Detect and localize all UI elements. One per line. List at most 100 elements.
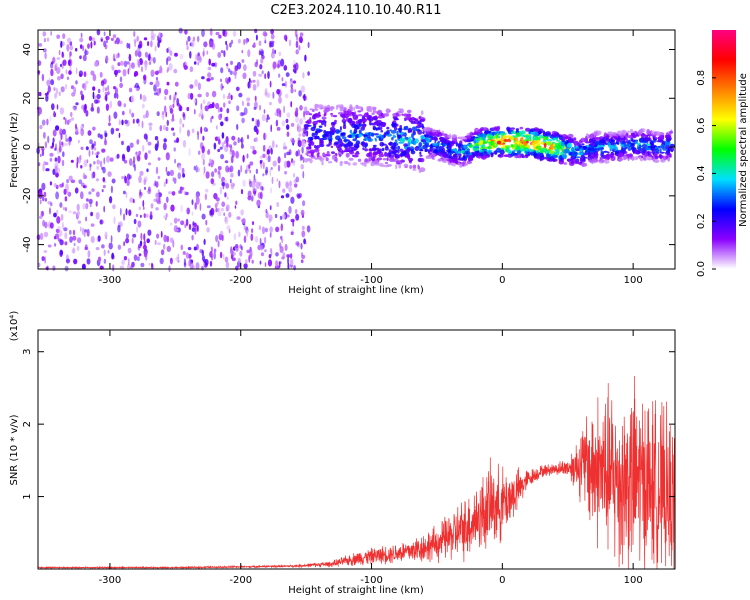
spectrogram-noise-speck xyxy=(209,251,213,258)
spectrogram-ridge-blob xyxy=(620,143,624,148)
spectrogram-ridge-blob xyxy=(397,127,403,131)
spectrogram-ridge-blob xyxy=(314,103,319,109)
spectrogram-noise-speck xyxy=(103,157,106,165)
spectrogram-noise-speck xyxy=(264,262,267,267)
spectrogram-noise-speck xyxy=(51,103,55,111)
spectrogram-noise-speck xyxy=(147,162,152,166)
spectrogram-ridge-blob xyxy=(307,139,310,143)
spectrogram-noise-speck xyxy=(230,60,233,65)
spectrogram-noise-speck xyxy=(183,65,188,70)
spectrogram-ridge-blob xyxy=(622,155,628,160)
spectrogram-noise-speck xyxy=(247,49,251,58)
spectrogram-noise-speck xyxy=(62,33,66,39)
spectrogram-noise-speck xyxy=(129,142,134,148)
spectrogram-noise-speck xyxy=(142,144,145,152)
spectrogram-ridge-blob xyxy=(627,147,632,151)
spectrogram-ridge-blob xyxy=(321,161,324,166)
spectrogram-noise-speck xyxy=(145,213,149,218)
spectrogram-noise-speck xyxy=(241,49,244,54)
spectrogram-noise-speck xyxy=(228,228,231,234)
spectrogram-noise-speck xyxy=(68,210,72,214)
spectrogram-noise-speck xyxy=(41,119,46,126)
spectrogram-noise-speck xyxy=(225,261,230,269)
spectrogram-noise-speck xyxy=(260,252,265,257)
spectrogram-noise-speck xyxy=(270,124,273,133)
spectrogram-noise-speck xyxy=(166,57,169,66)
spectrogram-noise-speck xyxy=(150,69,155,78)
spectrogram-noise-speck xyxy=(70,179,76,184)
spectrogram-noise-speck xyxy=(125,191,128,199)
spectrogram-noise-speck xyxy=(57,76,61,81)
spectrogram-noise-speck xyxy=(250,80,252,84)
spectrogram-noise-speck xyxy=(140,214,142,218)
spectrogram-noise-speck xyxy=(75,123,77,130)
spectrogram-noise-speck xyxy=(47,135,50,144)
spectrogram-noise-speck xyxy=(230,94,233,101)
spectrogram-noise-speck xyxy=(159,257,164,265)
spectrogram-ridge-blob xyxy=(363,113,369,118)
spectrogram-noise-speck xyxy=(45,168,50,172)
spectrogram-ridge-blob xyxy=(376,110,381,116)
spectrogram-ridge-blob xyxy=(407,138,411,143)
spectrogram-ridge-blob xyxy=(566,158,572,162)
spectrogram-ridge-blob xyxy=(624,131,628,134)
spectrogram-noise-speck xyxy=(164,96,167,101)
spectrogram-noise-speck xyxy=(235,150,240,159)
spectrogram-ridge-blob xyxy=(331,157,336,160)
spectrogram-noise-speck xyxy=(204,105,209,112)
spectrogram-noise-speck xyxy=(184,29,188,35)
spectrogram-noise-speck xyxy=(75,47,78,52)
spectrogram-noise-speck xyxy=(279,242,282,249)
spectrogram-noise-speck xyxy=(77,237,82,244)
spectrogram-noise-speck xyxy=(225,136,229,144)
spectrogram-noise-speck xyxy=(270,187,272,194)
spectrogram-ridge-blob xyxy=(592,158,598,163)
spectrogram-noise-speck xyxy=(147,229,152,236)
spectrogram-noise-speck xyxy=(95,212,100,220)
spectrogram-ridge-blob xyxy=(565,148,570,154)
spectrogram-ridge-blob xyxy=(438,158,442,162)
spectrogram-noise-speck xyxy=(172,103,175,108)
spectrogram-noise-speck xyxy=(278,73,281,78)
spectrogram-noise-speck xyxy=(112,204,116,210)
spectrogram-noise-speck xyxy=(140,262,145,268)
spectrogram-noise-speck xyxy=(53,183,57,188)
spectrogram-noise-speck xyxy=(149,81,154,85)
spectrogram-noise-speck xyxy=(303,238,306,245)
spectrogram-noise-speck xyxy=(101,244,105,249)
spectrogram-noise-speck xyxy=(147,41,150,47)
spectrogram-ridge-blob xyxy=(604,159,610,164)
spectrogram-ridge-blob xyxy=(404,136,409,140)
spectrogram-ridge-blob xyxy=(633,139,636,143)
spectrogram-ridge-blob xyxy=(345,152,350,158)
spectrogram-noise-speck xyxy=(259,237,262,246)
spectrogram-noise-speck xyxy=(180,244,184,251)
spectrogram-noise-speck xyxy=(65,69,68,75)
spectrogram-noise-speck xyxy=(216,200,219,205)
spectrogram-noise-speck xyxy=(54,243,57,247)
spectrogram-ridge-blob xyxy=(370,156,376,162)
spectrogram-noise-speck xyxy=(258,40,262,47)
spectrogram-noise-speck xyxy=(143,133,148,140)
spectrogram-noise-speck xyxy=(245,38,248,44)
spectrogram-ridge-blob xyxy=(405,125,409,131)
spectrogram-noise-speck xyxy=(170,222,173,226)
spectrogram-noise-speck xyxy=(189,84,194,89)
spectrogram-ridge-blob xyxy=(640,151,646,154)
spectrogram-noise-speck xyxy=(134,39,136,48)
spectrogram-noise-speck xyxy=(61,222,65,230)
spectrogram-noise-speck xyxy=(180,204,184,213)
spectrogram-ridge-blob xyxy=(595,151,598,156)
spectrogram-noise-speck xyxy=(295,176,300,183)
spectrogram-noise-speck xyxy=(254,28,258,34)
spectrogram-noise-speck xyxy=(157,175,161,180)
spectrogram-ridge-blob xyxy=(394,154,401,159)
spectrogram-noise-speck xyxy=(226,225,231,230)
spectrogram-noise-speck xyxy=(109,196,113,204)
spectrogram-noise-speck xyxy=(103,205,106,213)
spectrogram-noise-speck xyxy=(39,199,42,205)
spectrogram-noise-speck xyxy=(302,116,306,120)
spectrogram-noise-speck xyxy=(173,217,178,224)
spectrogram-noise-speck xyxy=(217,210,222,217)
spectrogram-noise-speck xyxy=(272,160,277,167)
